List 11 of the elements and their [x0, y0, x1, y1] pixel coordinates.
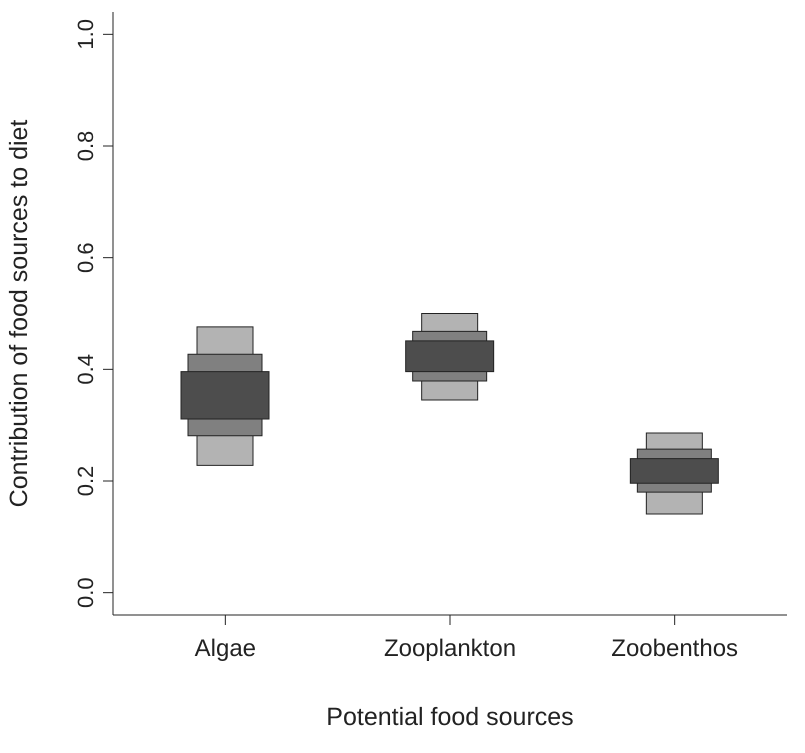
y-tick-label: 0.8 [73, 130, 98, 162]
y-tick-label: 0.2 [73, 466, 98, 496]
x-tick-label: Zooplankton [384, 635, 516, 662]
y-axis-title: Contribution of food sources to diet [4, 120, 33, 508]
y-tick-label: 0.4 [73, 354, 98, 385]
x-tick-label: Zoobenthos [611, 635, 738, 662]
y-tick-label: 1.0 [73, 19, 98, 50]
y-tick-label: 0.0 [73, 577, 98, 608]
x-tick-label: Algae [194, 635, 256, 662]
x-axis-title: Potential food sources [326, 703, 574, 731]
y-tick-label: 0.6 [73, 242, 98, 273]
